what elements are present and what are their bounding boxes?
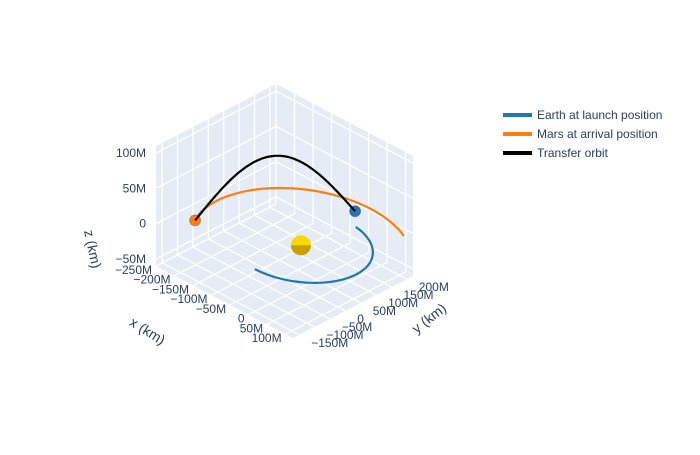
z-gridline — [155, 196, 414, 270]
x-tick-label: −50M — [196, 302, 226, 316]
y-tick-label: 200M — [419, 280, 449, 294]
right-wall — [276, 84, 413, 276]
x-tick-label: 100M — [252, 331, 282, 345]
x-gridline — [248, 132, 370, 316]
y-gridline — [176, 134, 315, 328]
y-gridline — [223, 111, 362, 304]
legend[interactable]: Earth at launch position Mars at arrival… — [503, 108, 662, 160]
y-tick-label: −100M — [327, 328, 364, 342]
x-tick-label: −200M — [133, 273, 170, 287]
x-tick-label: 50M — [240, 321, 263, 335]
mars-orbit-line — [194, 186, 405, 237]
gridlines — [155, 84, 414, 336]
y-gridline — [253, 95, 392, 288]
back-wall — [156, 84, 276, 266]
y-gridline — [161, 142, 300, 336]
x-gridline — [229, 122, 351, 306]
x-gridline — [211, 113, 333, 296]
z-tick-label: −50M — [116, 252, 146, 266]
x-gridline — [155, 84, 277, 267]
z-gridline — [155, 90, 414, 164]
legend-item-earth[interactable]: Earth at launch position — [503, 108, 662, 122]
sun-shade — [290, 245, 311, 256]
legend-label-earth: Earth at launch position — [537, 108, 662, 122]
x-gridline — [174, 93, 296, 277]
y-tick-label: 150M — [404, 288, 434, 302]
x-tick-label: 0 — [238, 312, 245, 326]
x-tick-label: −250M — [115, 263, 152, 277]
legend-label-transfer: Transfer orbit — [537, 146, 609, 160]
z-gridline — [155, 160, 414, 235]
y-tick-label: 50M — [373, 304, 396, 318]
x-gridline — [266, 142, 388, 325]
legend-item-transfer[interactable]: Transfer orbit — [503, 146, 609, 160]
y-tick-label: −150M — [311, 336, 348, 350]
legend-label-mars: Mars at arrival position — [537, 127, 658, 141]
y-tick-label: −50M — [342, 320, 372, 334]
transfer-orbit-line — [194, 154, 356, 222]
y-gridline — [192, 126, 331, 320]
y-tick-label: 100M — [388, 296, 418, 310]
z-tick-label: 0 — [139, 217, 146, 231]
x-axis-title: x (km) — [127, 314, 168, 348]
y-gridline — [207, 119, 346, 312]
x-gridline — [192, 103, 314, 287]
z-tick-label: 50M — [123, 181, 146, 195]
x-tick-label: −150M — [152, 283, 189, 297]
traces — [189, 154, 405, 284]
z-axis-title: z (km) — [81, 228, 105, 269]
z-tick-label: 100M — [116, 146, 146, 160]
y-gridline — [238, 103, 377, 296]
floor-plane — [156, 204, 413, 338]
earth-orbit-line — [254, 226, 374, 284]
y-gridline — [269, 87, 408, 280]
y-tick-label: 0 — [357, 312, 364, 326]
z-gridline — [155, 125, 414, 199]
legend-item-mars[interactable]: Mars at arrival position — [503, 127, 658, 141]
x-gridline — [285, 152, 407, 335]
x-tick-label: −100M — [170, 292, 207, 306]
